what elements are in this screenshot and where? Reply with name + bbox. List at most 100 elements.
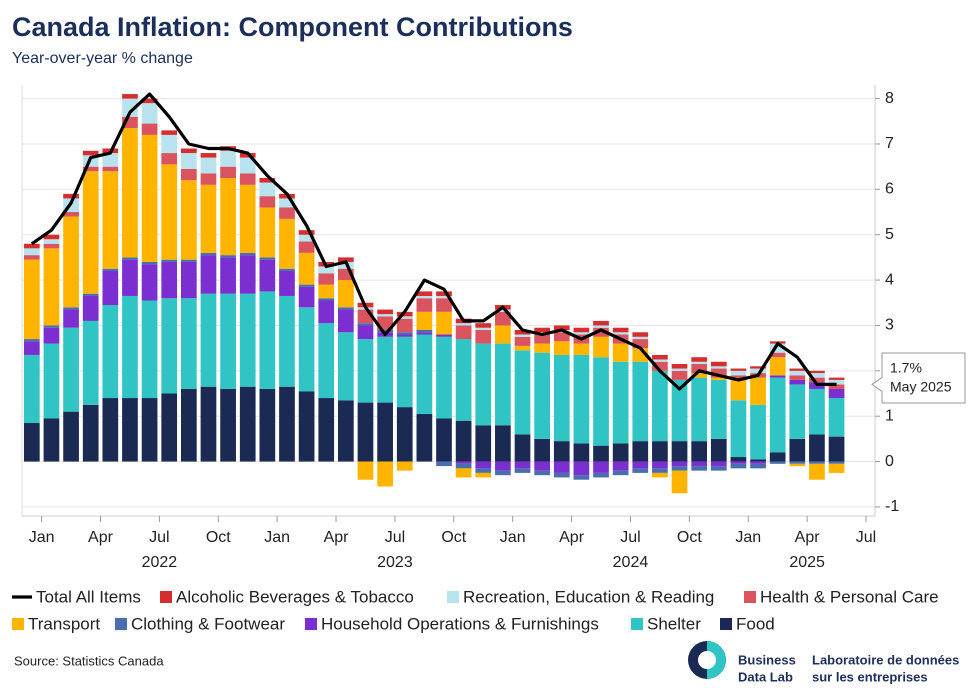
bar-segment (82, 293, 99, 296)
logo-hole (698, 651, 716, 669)
bar-segment (789, 438, 806, 462)
bar-segment (63, 309, 79, 328)
bar-segment (23, 259, 40, 340)
bar-segment (200, 157, 217, 174)
legend-label: Recreation, Education & Reading (463, 587, 714, 606)
bar-segment (436, 461, 452, 467)
bar-segment (63, 307, 79, 310)
bar-segment (514, 334, 531, 337)
bar-segment (750, 377, 766, 405)
bar-segment (180, 180, 197, 260)
bar-segment (180, 259, 197, 262)
bar-segment (122, 257, 138, 260)
bar-segment (141, 103, 158, 124)
bar-segment (436, 418, 452, 462)
brand-en: Data Lab (738, 669, 793, 684)
total-line (30, 92, 837, 391)
bar-segment (102, 305, 119, 399)
bar-segment (730, 400, 747, 458)
bar-segment (828, 398, 845, 437)
bar-segment (730, 368, 747, 371)
bar-segment (141, 134, 158, 262)
bar-segment (259, 259, 276, 292)
bar-segment (514, 434, 531, 462)
bar-segment (769, 461, 786, 464)
bar-segment (612, 361, 629, 444)
bar-segment (652, 441, 668, 462)
bar-segment (200, 386, 217, 462)
bar-segment (298, 391, 315, 462)
x-tick-label: Jan (500, 529, 526, 546)
bar-segment (220, 166, 236, 179)
legend-swatch (115, 618, 127, 630)
bar-segment (396, 461, 413, 471)
bar-segment (82, 295, 99, 321)
bar-segment (416, 332, 433, 335)
bar-segment (396, 316, 413, 319)
bar-segment (632, 336, 649, 340)
bar-segment (357, 339, 374, 403)
bar-segment (377, 336, 393, 403)
x-year-label: 2022 (142, 554, 178, 571)
bar-segment (259, 178, 276, 183)
bar-segment (495, 425, 511, 462)
bar-segment (338, 309, 354, 333)
bar-segment (200, 252, 217, 256)
bar-segment (63, 216, 79, 308)
bar-segment (436, 291, 452, 296)
bar-segment (122, 398, 138, 462)
bar-segment (593, 472, 609, 478)
source: Source: Statistics Canada (14, 653, 164, 668)
bar-segment (377, 309, 393, 315)
chart-title: Canada Inflation: Component Contribution… (12, 12, 573, 42)
legend-swatch (305, 618, 317, 630)
bar-segment (789, 463, 806, 467)
bar-segment (298, 307, 315, 392)
bar-segment (239, 173, 256, 185)
y-tick-label: 0 (885, 453, 894, 470)
bar-segment (632, 339, 649, 349)
bar-segment (102, 171, 119, 269)
bar-segment (495, 311, 511, 326)
bar-segment (612, 343, 629, 362)
bar-segment (514, 461, 531, 469)
x-tick-label: Jul (620, 529, 640, 546)
bar-segment (161, 130, 178, 135)
chart-subtitle: Year-over-year % change (12, 50, 193, 67)
bar-segment (612, 443, 629, 462)
bar-segment (710, 368, 727, 378)
bar-segment (23, 422, 40, 462)
bar-segment (279, 386, 295, 462)
bar-segment (377, 329, 393, 333)
bar-segment (789, 379, 806, 385)
x-tick-label: Oct (441, 529, 466, 546)
y-tick-label: 3 (885, 317, 894, 334)
bar-segment (828, 384, 845, 389)
bar-segment (180, 153, 197, 169)
bar-segment (200, 255, 217, 294)
bar-segment (553, 354, 570, 442)
bar-segment (298, 284, 315, 287)
bar-segment (23, 255, 40, 260)
bar-segment (671, 364, 688, 369)
bar-segment (475, 343, 492, 426)
bar-segment (220, 293, 236, 389)
bar-segment (161, 261, 178, 299)
bar-segment (318, 298, 335, 301)
bar-segment (122, 94, 138, 99)
bar-segment (809, 461, 825, 464)
bar-segment (691, 357, 708, 362)
y-tick-label: 4 (885, 271, 894, 288)
bar-segment (475, 472, 492, 478)
bar-segment (750, 459, 766, 462)
bar-segment (220, 257, 236, 294)
bar-segment (632, 361, 649, 442)
bar-segment (593, 320, 609, 326)
bar-segment (23, 248, 40, 256)
bar-segment (652, 370, 668, 442)
bar-segment (514, 329, 531, 335)
bar-segment (495, 343, 511, 426)
bar-segment (691, 373, 708, 378)
bar-segment (436, 336, 452, 419)
bar-segment (593, 325, 609, 328)
